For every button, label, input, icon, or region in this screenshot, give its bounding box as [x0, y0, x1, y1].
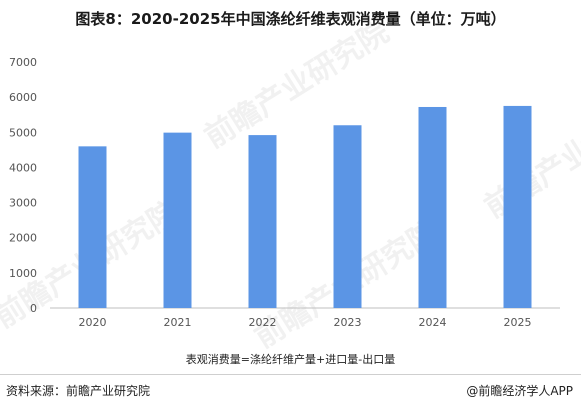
footer-divider — [0, 374, 581, 375]
chart-footnote: 表观消费量=涤纶纤维产量+进口量-出口量 — [185, 353, 396, 366]
y-tick-label: 5000 — [9, 126, 37, 139]
credit-note: @前瞻经济学人APP — [466, 384, 573, 398]
y-tick-label: 7000 — [9, 56, 37, 69]
bar — [333, 125, 362, 308]
bar — [418, 106, 447, 309]
bar — [248, 135, 277, 308]
y-tick-label: 1000 — [9, 267, 37, 280]
chart-title: 图表8：2020-2025年中国涤纶纤维表观消费量（单位：万吨） — [75, 10, 506, 28]
bar-chart: 0 1000 2000 3000 4000 5000 6000 7000 2020 2021 202… — [9, 56, 560, 329]
x-tick-label: 2021 — [164, 316, 192, 329]
bar — [78, 146, 107, 308]
x-tick-label: 2022 — [249, 316, 277, 329]
y-tick-label: 0 — [30, 302, 37, 315]
bar — [163, 132, 192, 308]
x-tick-label: 2025 — [504, 316, 532, 329]
y-tick-label: 6000 — [9, 91, 37, 104]
x-tick-label: 2024 — [419, 316, 447, 329]
source-note: 资料来源：前瞻产业研究院 — [6, 384, 151, 398]
x-tick-label: 2020 — [79, 316, 107, 329]
y-tick-label: 4000 — [9, 161, 37, 174]
y-tick-label: 3000 — [9, 197, 37, 210]
x-tick-label: 2023 — [334, 316, 362, 329]
y-tick-label: 2000 — [9, 232, 37, 245]
bar — [503, 105, 532, 308]
